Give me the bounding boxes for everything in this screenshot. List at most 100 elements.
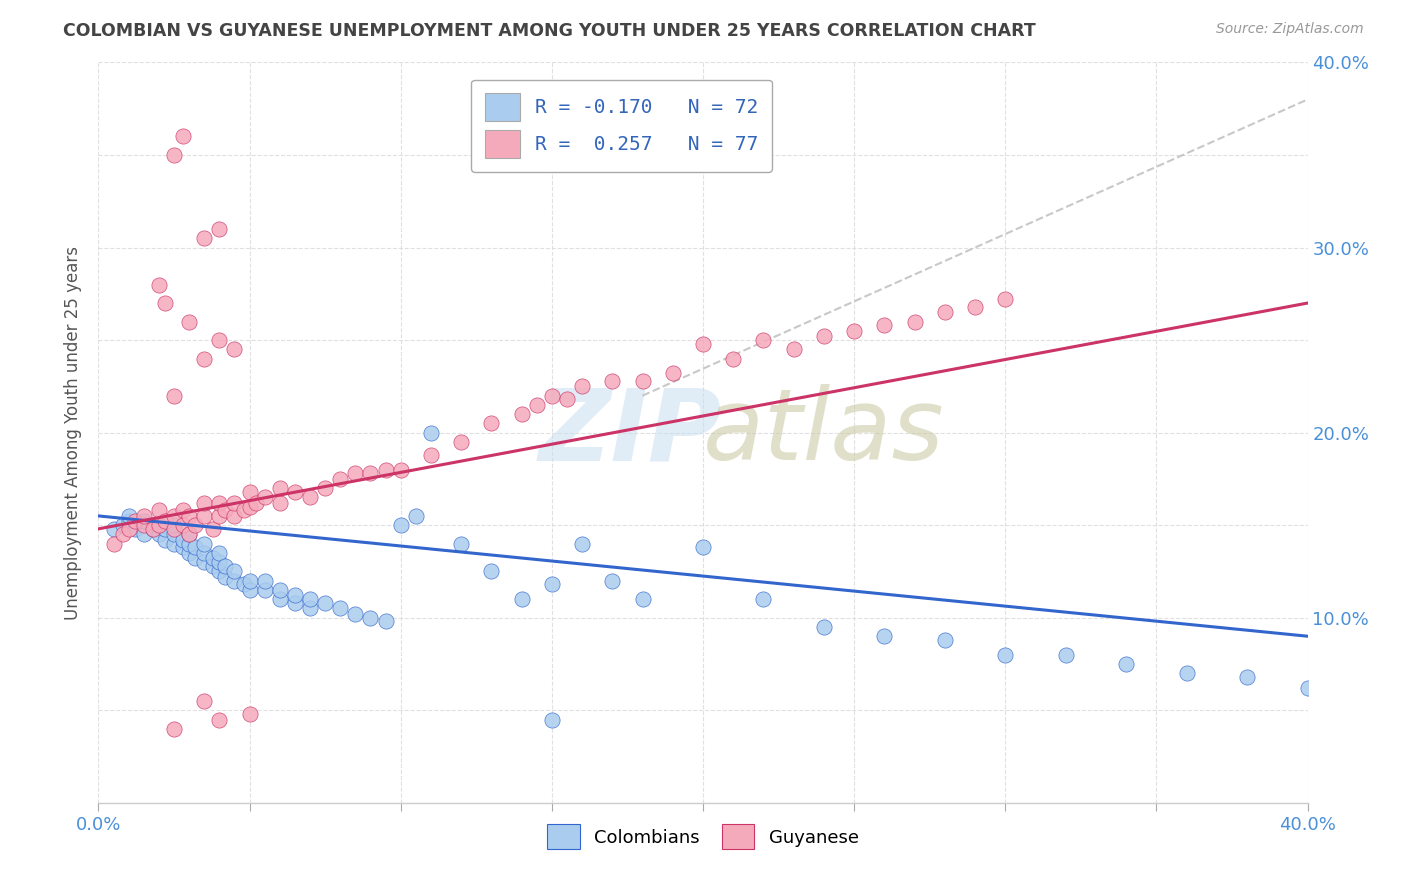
- Point: [172, 129, 194, 144]
- Point: [208, 222, 231, 236]
- Text: Source: ZipAtlas.com: Source: ZipAtlas.com: [1216, 22, 1364, 37]
- Point: [172, 503, 194, 517]
- Point: [232, 577, 254, 591]
- Point: [239, 706, 262, 721]
- Point: [153, 296, 176, 310]
- Point: [193, 536, 215, 550]
- Text: COLOMBIAN VS GUYANESE UNEMPLOYMENT AMONG YOUTH UNDER 25 YEARS CORRELATION CHART: COLOMBIAN VS GUYANESE UNEMPLOYMENT AMONG…: [63, 22, 1036, 40]
- Point: [214, 570, 236, 584]
- Point: [208, 333, 231, 347]
- Point: [224, 496, 246, 510]
- Point: [202, 558, 225, 573]
- Point: [202, 551, 225, 566]
- Point: [239, 500, 262, 514]
- Y-axis label: Unemployment Among Youth under 25 years: Unemployment Among Youth under 25 years: [65, 245, 83, 620]
- Point: [253, 582, 276, 597]
- Point: [214, 558, 236, 573]
- Point: [184, 551, 207, 566]
- Point: [179, 527, 201, 541]
- Point: [602, 374, 624, 388]
- Point: [163, 527, 186, 541]
- Point: [602, 574, 624, 588]
- Point: [163, 536, 186, 550]
- Point: [132, 518, 155, 533]
- Point: [103, 522, 125, 536]
- Point: [193, 694, 215, 708]
- Point: [692, 541, 714, 555]
- Point: [253, 574, 276, 588]
- Point: [153, 533, 176, 547]
- Point: [571, 536, 593, 550]
- Point: [142, 522, 165, 536]
- Point: [783, 343, 806, 357]
- Point: [994, 648, 1017, 662]
- Point: [540, 577, 562, 591]
- Point: [208, 508, 231, 523]
- Point: [374, 462, 396, 476]
- Point: [148, 518, 170, 533]
- Point: [208, 555, 231, 569]
- Point: [284, 596, 307, 610]
- Point: [269, 582, 291, 597]
- Point: [224, 343, 246, 357]
- Point: [269, 592, 291, 607]
- Point: [813, 620, 835, 634]
- Point: [481, 417, 503, 431]
- Point: [1236, 670, 1258, 684]
- Point: [163, 518, 186, 533]
- Point: [344, 467, 367, 481]
- Point: [934, 305, 956, 319]
- Point: [193, 555, 215, 569]
- Point: [148, 277, 170, 292]
- Point: [873, 318, 896, 333]
- Point: [224, 565, 246, 579]
- Point: [148, 527, 170, 541]
- Point: [571, 379, 593, 393]
- Point: [124, 522, 146, 536]
- Point: [1054, 648, 1077, 662]
- Point: [934, 632, 956, 647]
- Point: [965, 300, 987, 314]
- Point: [214, 503, 236, 517]
- Point: [420, 448, 443, 462]
- Point: [232, 503, 254, 517]
- Point: [631, 592, 654, 607]
- Point: [360, 467, 382, 481]
- Point: [405, 508, 427, 523]
- Point: [172, 533, 194, 547]
- Point: [723, 351, 745, 366]
- Point: [224, 508, 246, 523]
- Point: [111, 527, 134, 541]
- Point: [360, 610, 382, 624]
- Point: [1175, 666, 1198, 681]
- Point: [179, 314, 201, 328]
- Point: [420, 425, 443, 440]
- Point: [299, 601, 322, 615]
- Point: [540, 713, 562, 727]
- Point: [163, 522, 186, 536]
- Point: [904, 314, 927, 328]
- Text: atlas: atlas: [703, 384, 945, 481]
- Point: [142, 522, 165, 536]
- Point: [344, 607, 367, 621]
- Point: [111, 518, 134, 533]
- Point: [450, 536, 472, 550]
- Point: [540, 388, 562, 402]
- Text: ZIP: ZIP: [538, 384, 721, 481]
- Point: [184, 541, 207, 555]
- Point: [329, 601, 352, 615]
- Point: [179, 546, 201, 560]
- Point: [193, 508, 215, 523]
- Point: [329, 472, 352, 486]
- Point: [153, 522, 176, 536]
- Point: [631, 374, 654, 388]
- Point: [132, 515, 155, 529]
- Legend: Colombians, Guyanese: Colombians, Guyanese: [540, 817, 866, 856]
- Point: [208, 713, 231, 727]
- Point: [510, 592, 533, 607]
- Point: [179, 527, 201, 541]
- Point: [526, 398, 548, 412]
- Point: [172, 541, 194, 555]
- Point: [172, 518, 194, 533]
- Point: [284, 484, 307, 499]
